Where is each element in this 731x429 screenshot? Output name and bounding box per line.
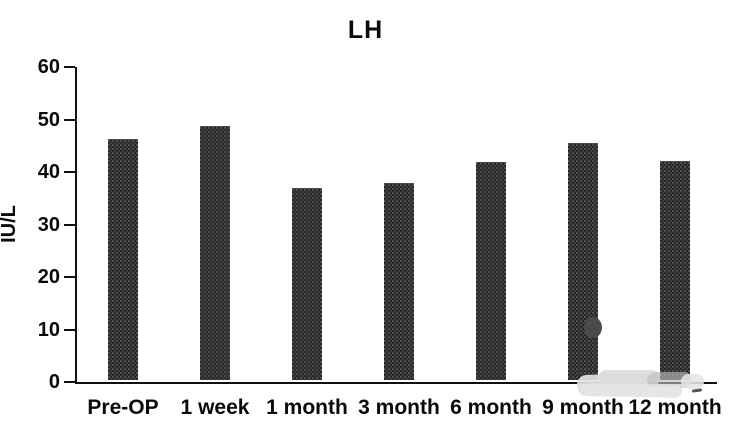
bar-1-month bbox=[292, 188, 322, 380]
x-tick-label-6-month: 6 month bbox=[450, 396, 532, 419]
watermark-smudge bbox=[583, 383, 683, 398]
y-tick-label: 20 bbox=[37, 266, 60, 288]
y-tick-label: 50 bbox=[37, 108, 60, 131]
x-tick-label-9-month: 9 month bbox=[542, 396, 624, 419]
bar-3-month bbox=[384, 183, 414, 380]
x-tick-label-1-month: 1 month bbox=[266, 396, 348, 419]
y-tick bbox=[64, 118, 75, 121]
bar-1-week bbox=[200, 126, 230, 380]
scan-artifact-blob bbox=[584, 317, 602, 338]
smudge-mark bbox=[691, 388, 703, 393]
y-tick-label: 0 bbox=[48, 371, 60, 393]
y-tick bbox=[64, 223, 75, 226]
bar-6-month bbox=[476, 162, 506, 380]
bar-9-month bbox=[568, 143, 598, 380]
y-tick bbox=[64, 328, 75, 331]
y-tick bbox=[64, 66, 75, 68]
chart-title: LH bbox=[347, 16, 384, 44]
x-tick-label-3-month: 3 month bbox=[358, 396, 440, 419]
y-axis-line bbox=[75, 67, 77, 384]
plot-area bbox=[75, 67, 717, 384]
x-tick-label-1-week: 1 week bbox=[180, 396, 250, 419]
x-tick-label-pre-op: Pre-OP bbox=[87, 396, 159, 419]
y-tick-label: 40 bbox=[37, 161, 60, 183]
y-tick bbox=[64, 381, 75, 383]
y-tick bbox=[64, 276, 75, 278]
y-tick-label: 60 bbox=[37, 56, 60, 78]
bar-pre-op bbox=[108, 139, 138, 380]
bar-12-month bbox=[660, 161, 690, 380]
y-tick-label: 30 bbox=[37, 213, 60, 236]
watermark-smudge bbox=[681, 374, 704, 389]
y-tick-label: 10 bbox=[37, 318, 60, 341]
x-axis-line bbox=[75, 382, 717, 384]
y-tick bbox=[64, 171, 75, 173]
x-tick-label-12-month: 12 month bbox=[628, 396, 722, 419]
watermark-smudge bbox=[598, 370, 660, 387]
